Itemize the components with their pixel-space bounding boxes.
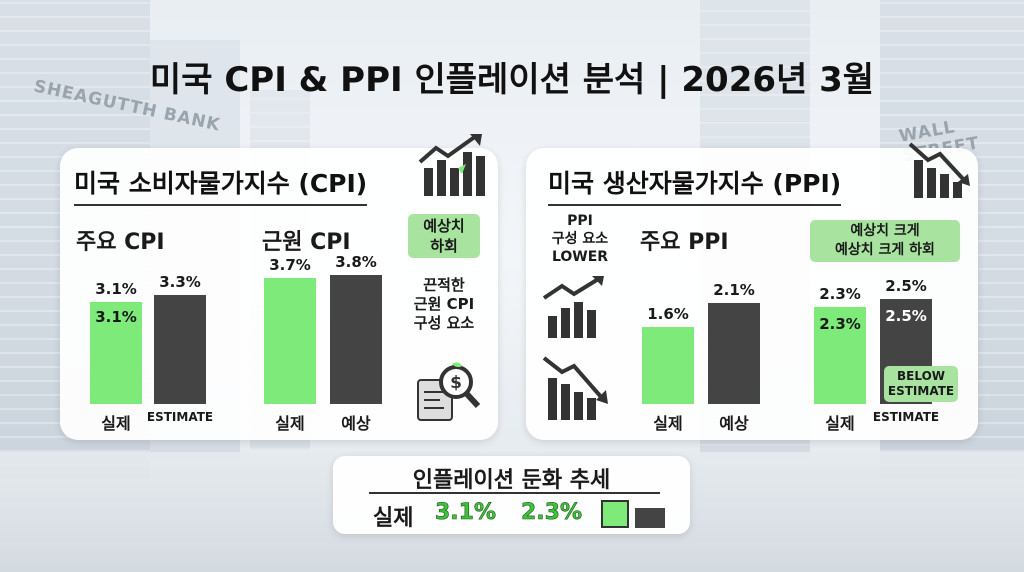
value-label: 3.1% xyxy=(95,279,137,298)
category-label: ESTIMATE xyxy=(146,410,214,424)
actual-bar xyxy=(264,278,316,404)
category-label: ESTIMATE xyxy=(872,410,940,424)
trend-value-ppi: 2.3% xyxy=(521,500,583,526)
actual-inner-label: 3.1% xyxy=(95,307,137,326)
value-label: 3.7% xyxy=(269,256,311,275)
cpi-headline-label: 주요 CPI xyxy=(76,230,165,255)
category-label: 실제 xyxy=(825,414,855,433)
cpi-panel-title: 미국 소비자물가지수 (CPI) xyxy=(74,164,368,206)
value-label: 1.6% xyxy=(647,305,689,324)
ppi-below-badge: 예상치 크게 예상치 크게 하회 xyxy=(810,220,960,262)
trend-actual-swatch xyxy=(601,500,629,528)
actual-bar xyxy=(814,307,866,404)
ppi-headline-label: 주요 PPI xyxy=(640,230,729,255)
actual-bar xyxy=(642,327,694,404)
category-label: 실제 xyxy=(275,414,305,433)
trend-actual-label: 실제 xyxy=(373,506,414,531)
below-estimate-badge: BELOW ESTIMATE xyxy=(884,366,958,402)
category-label: 예상 xyxy=(719,414,749,433)
trend-estimate-swatch xyxy=(635,508,665,528)
trend-title: 인플레이션 둔화 추세 xyxy=(412,468,611,493)
bar-chart-rising-icon xyxy=(542,276,604,338)
cpi-core-label: 근원 CPI xyxy=(262,230,351,255)
trend-box: 인플레이션 둔화 추세 실제 3.1% 2.3% xyxy=(333,456,690,534)
cpi-below-badge: 예상치 하회 xyxy=(408,214,480,258)
ppi-lower-note: PPI 구성 요소 LOWER xyxy=(551,213,609,265)
category-label: 실제 xyxy=(653,414,683,433)
value-label: 2.3% xyxy=(819,285,861,304)
value-label: 2.1% xyxy=(713,281,755,300)
bar-chart-down-icon xyxy=(908,142,970,198)
category-label: 실제 xyxy=(101,414,131,433)
estimate-bar xyxy=(154,295,206,404)
value-label: 3.8% xyxy=(335,252,377,271)
estimate-bar xyxy=(330,274,382,404)
trend-value-cpi: 3.1% xyxy=(435,500,497,526)
magnifier-dollar-icon: $ xyxy=(417,362,481,421)
bar-chart-up-icon xyxy=(418,134,485,196)
inner-value-label: 2.3% xyxy=(819,315,861,334)
estimate-bar xyxy=(708,303,760,404)
actual-bar xyxy=(90,301,142,404)
ppi-panel-title: 미국 생산자물가지수 (PPI) xyxy=(548,164,842,206)
inner-value-label: 2.5% xyxy=(885,307,927,325)
ppi-panel: 미국 생산자물가지수 (PPI) PPI 구성 요소 LOWER 주요 PPI … xyxy=(526,142,978,440)
cpi-sticky-note: 끈적한 근원 CPI 구성 요소 xyxy=(413,276,475,332)
bar-chart-falling-icon xyxy=(542,356,608,420)
value-label: 3.3% xyxy=(159,273,201,292)
value-label: 2.5% xyxy=(885,277,927,295)
page-title: 미국 CPI & PPI 인플레이션 분석 | 2026년 3월 xyxy=(149,60,875,100)
cpi-panel: 미국 소비자물가지수 (CPI) 주요 CPI 근원 CPI 예상치 하회 끈적… xyxy=(60,134,498,440)
svg-text:$: $ xyxy=(450,373,462,393)
category-label: 예상 xyxy=(341,414,371,433)
